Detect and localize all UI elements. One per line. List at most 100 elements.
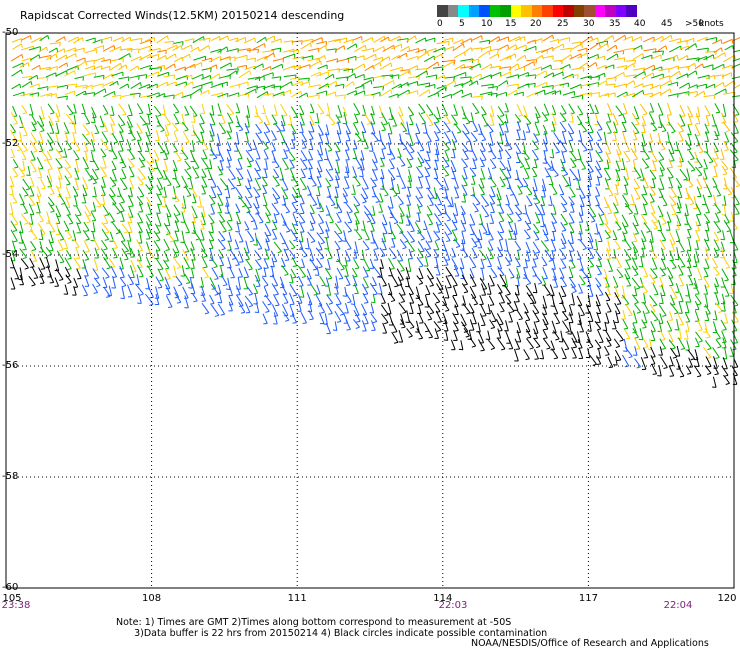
- wind-barb-flag: [196, 140, 201, 143]
- wind-barb: [156, 184, 162, 195]
- wind-barb: [173, 132, 179, 142]
- wind-barb: [335, 275, 339, 289]
- wind-barb: [687, 124, 692, 135]
- wind-barb: [145, 184, 153, 193]
- wind-barb-flag: [292, 265, 297, 267]
- wind-barb: [138, 201, 144, 213]
- wind-barb: [372, 293, 376, 303]
- wind-barb-flag: [265, 240, 270, 243]
- wind-barb-flag: [735, 113, 740, 116]
- wind-barb: [461, 239, 465, 251]
- wind-barb-flag: [614, 77, 617, 82]
- wind-barb: [82, 124, 91, 134]
- wind-barb: [522, 130, 526, 140]
- wind-barb: [454, 122, 462, 133]
- wind-barb: [549, 175, 554, 185]
- wind-barb: [300, 312, 307, 324]
- wind-barb: [63, 122, 70, 134]
- wind-barb: [390, 320, 398, 332]
- wind-barb-flag: [651, 281, 656, 284]
- wind-barb-flag: [331, 123, 336, 126]
- wind-barb: [283, 74, 297, 78]
- wind-barb: [283, 48, 295, 53]
- wind-barb-flag: [642, 53, 645, 58]
- wind-barb: [371, 168, 378, 181]
- wind-barb: [264, 52, 274, 60]
- wind-barb: [604, 229, 611, 238]
- wind-barb-flag: [523, 185, 528, 188]
- wind-barb-flag: [463, 330, 468, 333]
- wind-barb-flag: [360, 258, 365, 261]
- wind-barb: [658, 319, 663, 332]
- wind-barb: [714, 130, 719, 140]
- wind-barb-flag: [544, 250, 549, 253]
- wind-barb: [705, 247, 709, 260]
- wind-barb: [712, 177, 718, 187]
- wind-barb: [39, 115, 45, 127]
- wind-barb-flag: [465, 122, 470, 125]
- wind-barb: [558, 292, 564, 304]
- wind-barb-flag: [401, 164, 406, 167]
- wind-barb: [415, 320, 420, 333]
- wind-barb: [48, 115, 54, 126]
- wind-barb: [153, 105, 162, 116]
- wind-barb: [46, 175, 53, 187]
- wind-barb-flag: [602, 142, 607, 145]
- wind-barb: [391, 83, 402, 90]
- wind-barb: [423, 55, 435, 62]
- wind-barb-flag: [435, 139, 440, 142]
- wind-barb-flag: [678, 71, 681, 76]
- wind-barb-flag: [214, 293, 219, 296]
- wind-barb-flag: [302, 159, 307, 162]
- wind-barb: [318, 83, 329, 90]
- wind-barb-flag: [429, 312, 434, 315]
- wind-barb: [560, 221, 567, 231]
- wind-barb: [543, 72, 554, 79]
- wind-barb: [189, 277, 193, 289]
- wind-barb: [607, 259, 614, 272]
- wind-barb: [271, 257, 275, 267]
- wind-barb: [190, 46, 199, 53]
- wind-barb: [454, 186, 460, 198]
- wind-barb-flag: [131, 138, 136, 141]
- wind-barb: [443, 178, 449, 190]
- wind-barb: [543, 103, 550, 116]
- wind-barb-flag: [339, 313, 345, 316]
- wind-barb: [400, 45, 410, 52]
- wind-barb: [138, 45, 151, 51]
- wind-barb: [660, 292, 664, 304]
- wind-barb: [436, 40, 450, 45]
- wind-barb-flag: [50, 210, 55, 213]
- wind-barb-flag: [324, 248, 329, 250]
- wind-barb-flag: [565, 330, 570, 333]
- wind-barb: [291, 222, 298, 234]
- wind-barb: [558, 184, 565, 195]
- wind-barb-flag: [499, 220, 504, 223]
- wind-barb: [153, 230, 161, 241]
- wind-barb-flag: [195, 238, 200, 241]
- wind-barb: [613, 72, 624, 79]
- wind-barb-flag: [333, 207, 339, 209]
- wind-barb: [696, 157, 703, 168]
- wind-barb: [580, 268, 588, 278]
- wind-barb: [21, 104, 28, 113]
- wind-barb-flag: [75, 149, 81, 152]
- wind-barb: [58, 62, 68, 69]
- wind-barb-flag: [715, 111, 720, 114]
- wind-barb: [299, 121, 304, 133]
- wind-barb: [417, 157, 423, 167]
- wind-barb: [452, 212, 458, 223]
- wind-barb: [516, 104, 523, 116]
- wind-barb: [379, 203, 383, 213]
- wind-barb-flag: [284, 273, 289, 276]
- wind-barb-flag: [277, 250, 282, 254]
- wind-barb: [282, 138, 290, 151]
- wind-barb: [334, 230, 343, 242]
- wind-barb: [254, 196, 260, 208]
- wind-barb: [531, 149, 539, 160]
- wind-barb-flag: [510, 194, 515, 196]
- wind-barb-flag: [623, 327, 628, 330]
- wind-barb-flag: [39, 65, 41, 70]
- wind-barb: [666, 211, 672, 223]
- wind-barb: [685, 312, 691, 322]
